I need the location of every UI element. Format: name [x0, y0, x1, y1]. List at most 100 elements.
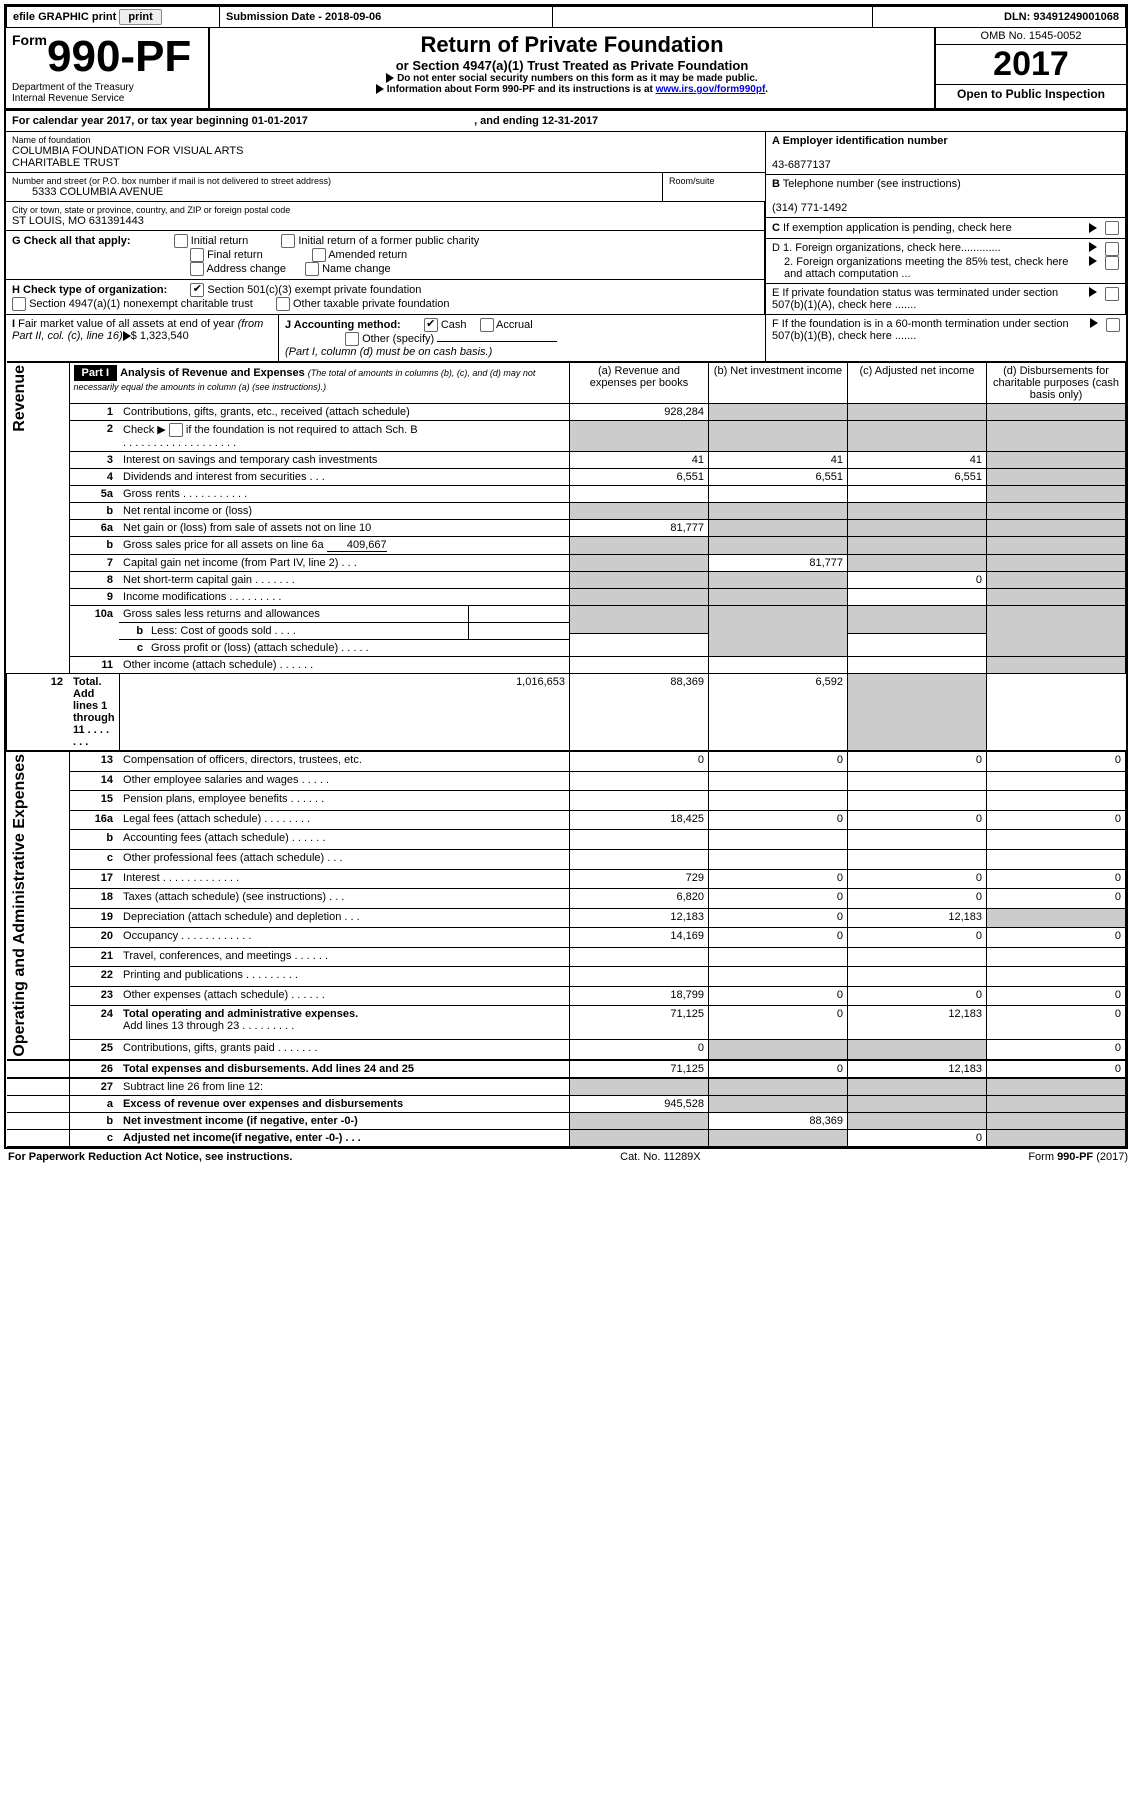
footer: For Paperwork Reduction Act Notice, see …	[4, 1149, 1129, 1165]
checkbox-amended[interactable]	[312, 248, 326, 262]
arrow-icon	[386, 73, 394, 83]
row-8: 8Net short-term capital gain . . . . . .…	[7, 572, 1126, 589]
arrow-icon	[376, 84, 384, 94]
footer-right: Form 990-PF (2017)	[1028, 1151, 1128, 1163]
checkbox-name-change[interactable]	[305, 262, 319, 276]
row-27b: bNet investment income (if negative, ent…	[7, 1112, 1126, 1129]
arrow-icon	[1089, 287, 1097, 297]
col-b-header: (b) Net investment income	[709, 362, 848, 404]
calendar-year-line: For calendar year 2017, or tax year begi…	[6, 110, 1126, 131]
checkbox-initial-return[interactable]	[174, 234, 188, 248]
print-button[interactable]: print	[119, 9, 161, 25]
row-21: 21Travel, conferences, and meetings . . …	[7, 947, 1126, 967]
f-label: F If the foundation is in a 60-month ter…	[772, 318, 1090, 342]
row-6b: bGross sales price for all assets on lin…	[7, 537, 1126, 555]
a-value: 43-6877137	[772, 159, 831, 171]
row-11: 11Other income (attach schedule) . . . .…	[7, 657, 1126, 674]
i-value: $ 1,323,540	[131, 330, 189, 342]
header-right: OMB No. 1545-0052 2017 Open to Public In…	[936, 28, 1126, 108]
row-16c: cOther professional fees (attach schedul…	[7, 849, 1126, 869]
arrow-icon	[1089, 223, 1097, 233]
col-c-header: (c) Adjusted net income	[848, 362, 987, 404]
checkbox-schb[interactable]	[169, 423, 183, 437]
b-value: (314) 771-1492	[772, 202, 847, 214]
row-6a: 6aNet gain or (loss) from sale of assets…	[7, 520, 1126, 537]
spacer	[553, 7, 873, 28]
checkbox-501c3[interactable]	[190, 283, 204, 297]
instructions-link[interactable]: www.irs.gov/form990pf	[656, 84, 766, 95]
d2-label: 2. Foreign organizations meeting the 85%…	[784, 256, 1089, 280]
row-25: 25Contributions, gifts, grants paid . . …	[7, 1039, 1126, 1059]
row-1: 1Contributions, gifts, grants, etc., rec…	[7, 404, 1126, 421]
arrow-icon	[1090, 318, 1098, 328]
checkbox-cash[interactable]	[424, 318, 438, 332]
note1: Do not enter social security numbers on …	[214, 73, 930, 84]
foundation-name1: COLUMBIA FOUNDATION FOR VISUAL ARTS	[12, 145, 759, 157]
efile-cell: efile GRAPHIC print print	[7, 7, 220, 28]
checkbox-other-method[interactable]	[345, 332, 359, 346]
header-mid: Return of Private Foundation or Section …	[210, 28, 936, 108]
row-17: 17Interest . . . . . . . . . . . . .7290…	[7, 869, 1126, 889]
header-left: Form990-PF Department of the Treasury In…	[6, 28, 210, 108]
checkbox-accrual[interactable]	[480, 318, 494, 332]
row-26: 26Total expenses and disbursements. Add …	[7, 1060, 1126, 1078]
section-ij: I Fair market value of all assets at end…	[6, 314, 765, 361]
row-18: 18Taxes (attach schedule) (see instructi…	[7, 889, 1126, 909]
omb-no: OMB No. 1545-0052	[936, 28, 1126, 45]
d1-label: D 1. Foreign organizations, check here..…	[772, 242, 1089, 256]
row-27c: cAdjusted net income(if negative, enter …	[7, 1129, 1126, 1146]
arrow-icon	[1089, 256, 1097, 266]
row-20: 20Occupancy . . . . . . . . . . . .14,16…	[7, 928, 1126, 948]
row-27a: aExcess of revenue over expenses and dis…	[7, 1095, 1126, 1112]
part1-grid: Revenue Part I Analysis of Revenue and E…	[6, 361, 1126, 1147]
row-5a: 5aGross rents . . . . . . . . . . .	[7, 486, 1126, 503]
addr-label: Number and street (or P.O. box number if…	[12, 176, 656, 186]
row-10: 10a Gross sales less returns and allowan…	[7, 606, 1126, 657]
row-7: 7Capital gain net income (from Part IV, …	[7, 555, 1126, 572]
col-d-header: (d) Disbursements for charitable purpose…	[987, 362, 1126, 404]
checkbox-address-change[interactable]	[190, 262, 204, 276]
row-22: 22Printing and publications . . . . . . …	[7, 967, 1126, 987]
form-prefix: Form	[12, 32, 47, 48]
part1-tag: Part I	[74, 365, 118, 381]
row-3: 3Interest on savings and temporary cash …	[7, 452, 1126, 469]
checkbox-final-return[interactable]	[190, 248, 204, 262]
dept-treasury: Department of the Treasury	[12, 82, 202, 93]
checkbox-4947a1[interactable]	[12, 297, 26, 311]
checkbox-other-taxable[interactable]	[276, 297, 290, 311]
open-inspection: Open to Public Inspection	[936, 84, 1126, 103]
e-label: E If private foundation status was termi…	[772, 287, 1089, 311]
checkbox-d1[interactable]	[1105, 242, 1119, 256]
submission-date: Submission Date - 2018-09-06	[220, 7, 553, 28]
row-24: 24Total operating and administrative exp…	[7, 1006, 1126, 1039]
checkbox-e[interactable]	[1105, 287, 1119, 301]
row-12: 12Total. Add lines 1 through 11 . . . . …	[7, 674, 1126, 752]
row-27: 27Subtract line 26 from line 12:	[7, 1078, 1126, 1096]
row-23: 23Other expenses (attach schedule) . . .…	[7, 986, 1126, 1006]
footer-mid: Cat. No. 11289X	[620, 1151, 701, 1163]
right-column: A Employer identification number 43-6877…	[765, 132, 1126, 361]
row-9: 9Income modifications . . . . . . . . .	[7, 589, 1126, 606]
form-container: efile GRAPHIC print print Submission Dat…	[4, 4, 1128, 1149]
c-label: C If exemption application is pending, c…	[772, 222, 1089, 234]
row-15: 15Pension plans, employee benefits . . .…	[7, 791, 1126, 811]
checkbox-c[interactable]	[1105, 221, 1119, 235]
note2: Information about Form 990-PF and its in…	[214, 84, 930, 95]
checkbox-d2[interactable]	[1105, 256, 1119, 270]
foundation-city: ST LOUIS, MO 631391443	[12, 215, 758, 227]
room-label: Room/suite	[669, 176, 759, 186]
checkbox-f[interactable]	[1106, 318, 1120, 332]
row-5b: bNet rental income or (loss)	[7, 503, 1126, 520]
efile-label: efile GRAPHIC print	[13, 11, 116, 23]
tax-year: 2017	[936, 45, 1126, 84]
foundation-name2: CHARITABLE TRUST	[12, 157, 759, 169]
row-16a: 16aLegal fees (attach schedule) . . . . …	[7, 810, 1126, 830]
arrow-icon	[123, 331, 131, 341]
form-title: Return of Private Foundation	[214, 32, 930, 58]
row-16b: bAccounting fees (attach schedule) . . .…	[7, 830, 1126, 850]
form-header: Form990-PF Department of the Treasury In…	[6, 28, 1126, 110]
checkbox-initial-return-fpc[interactable]	[281, 234, 295, 248]
name-label: Name of foundation	[12, 135, 759, 145]
row-2: 2Check ▶ if the foundation is not requir…	[7, 421, 1126, 452]
section-h: H Check type of organization: Section 50…	[6, 279, 765, 314]
